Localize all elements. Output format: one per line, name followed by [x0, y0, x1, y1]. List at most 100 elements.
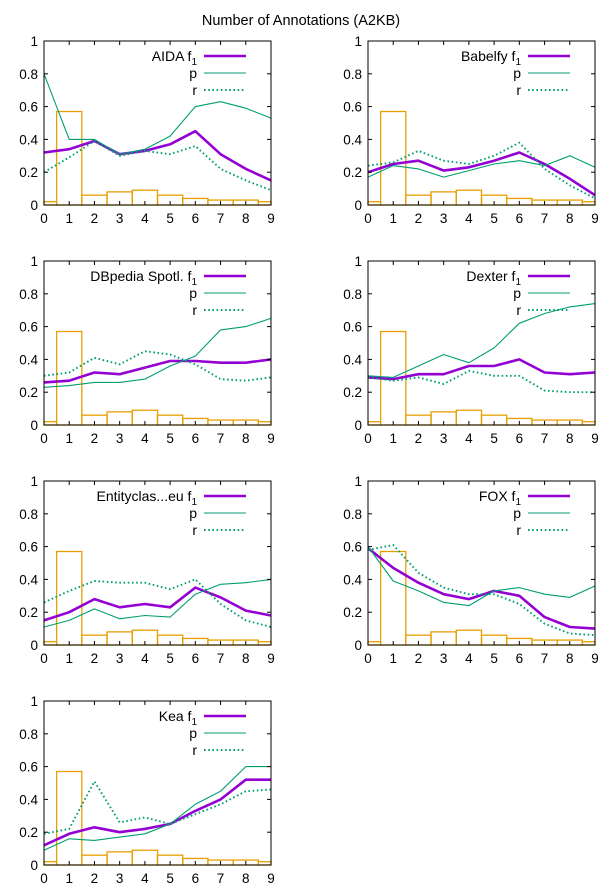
series-line-f1 [43, 778, 271, 847]
y-tick-label: 0.6 [343, 540, 362, 555]
x-tick-label: 4 [465, 651, 473, 666]
x-tick-label: 3 [116, 871, 124, 886]
legend-label-f1: Kea f1 [159, 708, 198, 728]
chart-panel-2: 0 1 2 3 4 5 6 7 8 9 0 0.2 0.4 0.6 0.8 1 DBpedia Spotl. f… [19, 254, 275, 446]
x-tick-label: 6 [192, 431, 200, 446]
x-tick-label: 2 [91, 431, 99, 446]
x-tick-label: 7 [217, 431, 225, 446]
x-tick-label: 5 [490, 211, 498, 226]
x-tick-label: 8 [566, 431, 574, 446]
series-line-r [367, 369, 595, 394]
x-tick-label: 7 [541, 651, 549, 666]
x-tick-label: 5 [166, 211, 174, 226]
x-tick-label: 1 [389, 211, 397, 226]
x-tick-label: 6 [192, 211, 200, 226]
x-tick-label: 5 [166, 431, 174, 446]
x-tick-label: 6 [516, 651, 524, 666]
x-tick-label: 9 [267, 871, 275, 886]
legend-label-p: p [189, 285, 197, 301]
legend-label-f1: DBpedia Spotl. f1 [90, 268, 197, 288]
y-tick-label: 0.2 [19, 825, 38, 840]
x-tick-label: 4 [465, 431, 473, 446]
series-line-r [367, 141, 596, 200]
y-tick-label: 0.4 [343, 572, 362, 587]
x-tick-label: 0 [364, 651, 372, 666]
histogram-bar [55, 110, 83, 206]
plot-frame [367, 480, 596, 646]
x-tick-label: 0 [364, 431, 372, 446]
series-line-r [43, 578, 272, 628]
x-tick-label: 8 [566, 211, 574, 226]
x-tick-label: 7 [217, 871, 225, 886]
y-tick-label: 0 [30, 638, 38, 653]
series-line-f1 [367, 358, 596, 381]
y-tick-label: 1 [30, 694, 38, 709]
y-tick-label: 1 [354, 474, 362, 489]
figure-title: Number of Annotations (A2KB) [202, 13, 400, 29]
legend-label-r: r [192, 82, 197, 98]
legend-label-r: r [516, 522, 521, 538]
x-tick-label: 9 [267, 211, 275, 226]
x-tick-label: 9 [267, 431, 275, 446]
x-tick-label: 2 [91, 211, 99, 226]
x-tick-label: 8 [242, 871, 250, 886]
series-line-p [367, 155, 596, 178]
legend-label-f1: FOX f1 [479, 488, 522, 508]
x-tick-label: 9 [267, 651, 275, 666]
x-tick-label: 3 [440, 431, 448, 446]
y-tick-label: 0 [30, 858, 38, 873]
x-tick-label: 1 [65, 431, 73, 446]
y-tick-label: 0.2 [343, 165, 362, 180]
x-tick-label: 2 [91, 651, 99, 666]
y-tick-label: 0.2 [19, 605, 38, 620]
legend-label-p: p [189, 65, 197, 81]
x-tick-label: 0 [40, 211, 48, 226]
x-tick-label: 5 [490, 651, 498, 666]
y-tick-label: 0.8 [19, 507, 38, 522]
y-tick-label: 0 [354, 638, 362, 653]
x-tick-label: 1 [389, 431, 397, 446]
series-line-f1 [43, 358, 272, 384]
series-line-r [43, 350, 272, 382]
legend-label-p: p [513, 65, 521, 81]
histogram [43, 110, 272, 206]
series-line-p [43, 766, 271, 851]
x-tick-label: 1 [65, 651, 73, 666]
x-tick-label: 2 [415, 431, 423, 446]
y-tick-label: 1 [30, 34, 38, 49]
y-tick-label: 0.2 [343, 605, 362, 620]
x-tick-label: 3 [440, 651, 448, 666]
legend-label-p: p [189, 725, 197, 741]
y-tick-label: 0.2 [19, 385, 38, 400]
plot-frame [43, 40, 272, 206]
y-tick-label: 0.8 [343, 287, 362, 302]
x-tick-label: 2 [91, 871, 99, 886]
x-tick-label: 6 [516, 211, 524, 226]
legend-label-r: r [192, 522, 197, 538]
legend-label-r: r [192, 742, 197, 758]
x-tick-label: 8 [566, 651, 574, 666]
x-tick-label: 1 [65, 211, 73, 226]
legend-label-p: p [513, 505, 521, 521]
x-tick-label: 3 [116, 211, 124, 226]
y-tick-label: 0.4 [19, 132, 38, 147]
x-tick-label: 5 [166, 651, 174, 666]
x-tick-label: 3 [116, 651, 124, 666]
legend-label-r: r [192, 302, 197, 318]
histogram [43, 550, 272, 646]
x-tick-label: 6 [192, 651, 200, 666]
histogram-bar [55, 770, 83, 866]
x-tick-label: 4 [141, 871, 149, 886]
y-tick-label: 0 [354, 418, 362, 433]
series-line-p [367, 303, 596, 378]
y-tick-label: 0.6 [19, 100, 38, 115]
legend-label-f1: AIDA f1 [152, 48, 198, 68]
y-tick-label: 0.2 [343, 385, 362, 400]
